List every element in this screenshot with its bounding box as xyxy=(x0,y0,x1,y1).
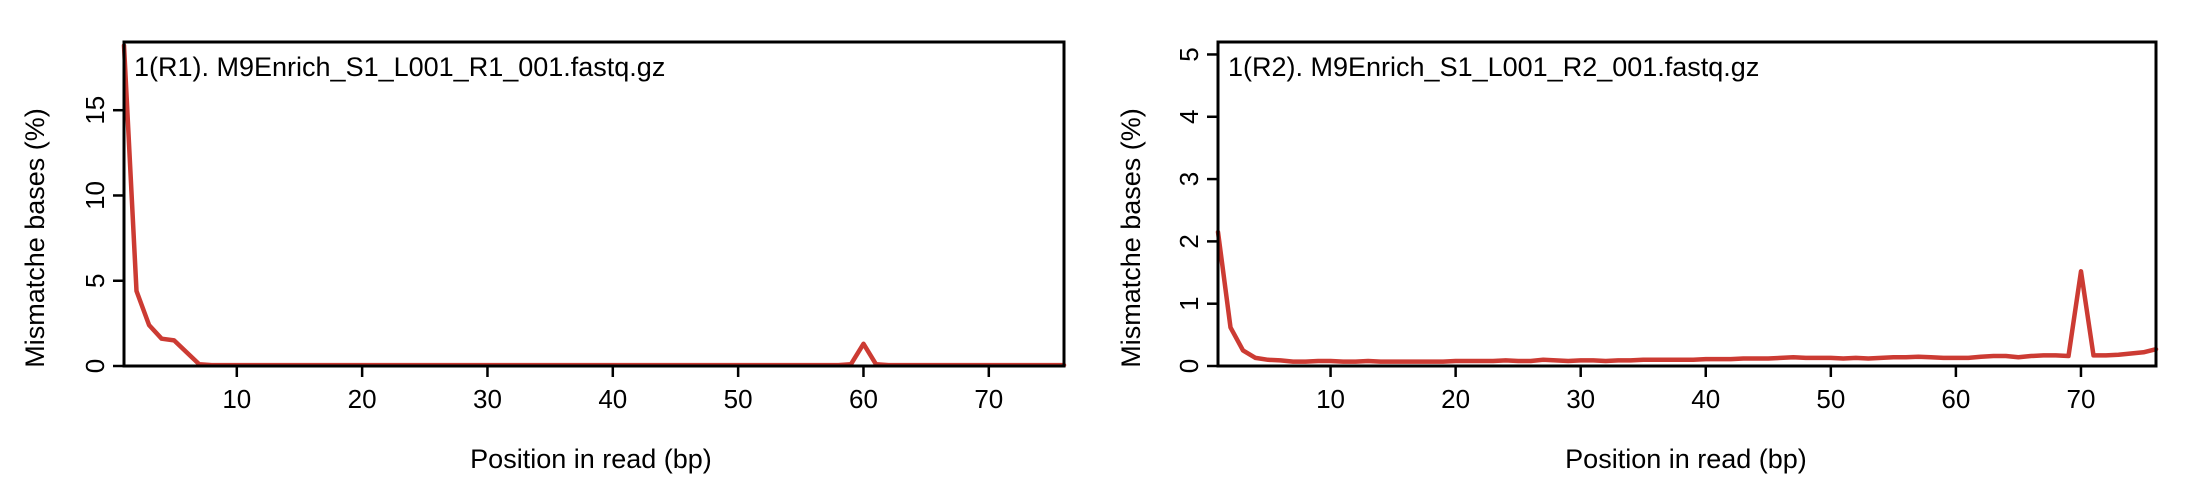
y-tick-label: 5 xyxy=(1174,47,1204,61)
y-tick-label: 0 xyxy=(80,359,110,373)
x-tick-label: 60 xyxy=(1941,384,1970,414)
x-tick-label: 30 xyxy=(1566,384,1595,414)
x-tick-label: 10 xyxy=(222,384,251,414)
y-tick-label: 2 xyxy=(1174,234,1204,248)
series-line xyxy=(1215,229,2159,364)
y-tick-label: 1 xyxy=(1174,296,1204,310)
y-tick-label: 15 xyxy=(80,96,110,125)
x-tick-label: 20 xyxy=(1441,384,1470,414)
x-axis-label: Position in read (bp) xyxy=(470,444,712,474)
x-tick-label: 50 xyxy=(1816,384,1845,414)
x-tick-label: 40 xyxy=(1691,384,1720,414)
chart-title: 1(R2). M9Enrich_S1_L001_R2_001.fastq.gz xyxy=(1228,52,1759,82)
x-tick-label: 30 xyxy=(473,384,502,414)
x-tick-label: 60 xyxy=(849,384,878,414)
x-tick-label: 40 xyxy=(598,384,627,414)
series-line xyxy=(121,43,1067,368)
y-tick-label: 3 xyxy=(1174,172,1204,186)
plot-frame xyxy=(122,40,1066,368)
x-tick-label: 20 xyxy=(348,384,377,414)
x-tick-label: 50 xyxy=(724,384,753,414)
plot-frame xyxy=(1216,40,2158,368)
y-tick-label: 10 xyxy=(80,181,110,210)
y-axis-label: Mismatche bases (%) xyxy=(1116,108,1146,368)
chart-title: 1(R1). M9Enrich_S1_L001_R1_001.fastq.gz xyxy=(134,52,665,82)
y-tick-label: 0 xyxy=(1174,359,1204,373)
chart-panel-r2: 1(R2). M9Enrich_S1_L001_R2_001.fastq.gz … xyxy=(1116,40,2159,474)
x-tick-label: 10 xyxy=(1316,384,1345,414)
x-tick-label: 70 xyxy=(2066,384,2095,414)
chart-panel-r1: 1(R1). M9Enrich_S1_L001_R1_001.fastq.gz … xyxy=(20,40,1067,474)
x-axis-label: Position in read (bp) xyxy=(1565,444,1807,474)
y-tick-label: 4 xyxy=(1174,110,1204,124)
y-tick-label: 5 xyxy=(80,274,110,288)
x-tick-label: 70 xyxy=(974,384,1003,414)
y-axis-label: Mismatche bases (%) xyxy=(20,108,50,368)
